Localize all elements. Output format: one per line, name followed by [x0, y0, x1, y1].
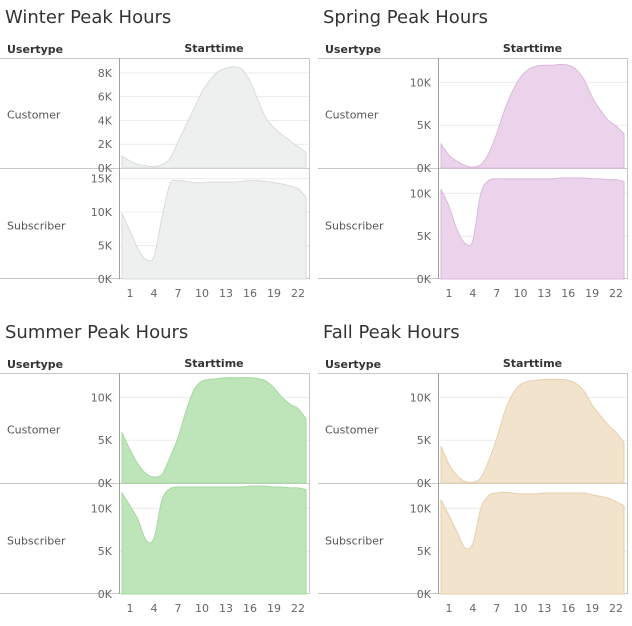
y-tick-label: 10K — [410, 391, 432, 404]
x-tick-label: 7 — [493, 287, 500, 300]
y-tick-label: 0K — [98, 273, 113, 286]
usertype-label: Subscriber — [7, 535, 66, 548]
y-tick-label: 5K — [417, 545, 432, 558]
x-tick-label: 4 — [469, 287, 476, 300]
y-tick-label: 5K — [417, 119, 432, 132]
starttime-header: Starttime — [503, 42, 562, 55]
y-tick-label: 5K — [417, 230, 432, 243]
x-tick-label: 19 — [267, 287, 281, 300]
usertype-label: Subscriber — [325, 220, 384, 233]
chart-panel: Winter Peak Hours Usertype Starttime Custom… — [0, 7, 310, 300]
x-tick-label: 10 — [514, 602, 528, 615]
x-tick-label: 16 — [243, 602, 257, 615]
y-tick-label: 0K — [98, 162, 113, 175]
x-tick-label: 10 — [195, 602, 209, 615]
chart-title: Fall Peak Hours — [323, 322, 460, 343]
x-tick-label: 1 — [127, 287, 134, 300]
y-tick-label: 0K — [417, 588, 432, 601]
x-tick-label: 13 — [537, 602, 551, 615]
y-tick-label: 8K — [98, 67, 113, 80]
x-tick-label: 1 — [127, 602, 134, 615]
area-customer — [121, 377, 307, 484]
area-subscriber — [440, 177, 625, 280]
y-tick-label: 5K — [98, 434, 113, 447]
usertype-label: Customer — [325, 109, 379, 122]
y-tick-label: 10K — [410, 502, 432, 515]
chart-title: Spring Peak Hours — [323, 7, 488, 28]
y-tick-label: 4K — [98, 114, 113, 127]
usertype-label: Customer — [7, 424, 61, 437]
starttime-header: Starttime — [503, 357, 562, 370]
x-tick-label: 4 — [151, 602, 158, 615]
x-tick-label: 7 — [175, 602, 182, 615]
y-tick-label: 15K — [91, 173, 113, 186]
x-tick-label: 7 — [175, 287, 182, 300]
x-tick-label: 10 — [514, 287, 528, 300]
usertype-header: Usertype — [325, 358, 381, 371]
y-tick-label: 0K — [417, 273, 432, 286]
x-tick-label: 22 — [291, 287, 305, 300]
x-tick-label: 16 — [561, 602, 575, 615]
y-tick-label: 10K — [410, 187, 432, 200]
x-tick-label: 13 — [537, 287, 551, 300]
x-tick-label: 13 — [219, 602, 233, 615]
y-tick-label: 10K — [91, 391, 113, 404]
chart-title: Winter Peak Hours — [5, 7, 171, 28]
y-tick-label: 0K — [417, 477, 432, 490]
x-tick-label: 16 — [243, 287, 257, 300]
chart-title: Summer Peak Hours — [5, 322, 188, 343]
y-tick-label: 6K — [98, 91, 113, 104]
x-tick-label: 13 — [219, 287, 233, 300]
x-tick-label: 22 — [609, 602, 623, 615]
x-tick-label: 4 — [469, 602, 476, 615]
y-tick-label: 0K — [98, 477, 113, 490]
x-tick-label: 19 — [585, 287, 599, 300]
x-tick-label: 16 — [561, 287, 575, 300]
y-tick-label: 10K — [91, 206, 113, 219]
y-tick-label: 0K — [98, 588, 113, 601]
x-tick-label: 10 — [195, 287, 209, 300]
area-subscriber — [440, 491, 625, 595]
y-tick-label: 2K — [98, 138, 113, 151]
y-tick-label: 5K — [98, 240, 113, 253]
area-subscriber — [121, 485, 307, 595]
starttime-header: Starttime — [184, 357, 243, 370]
starttime-header: Starttime — [184, 42, 243, 55]
usertype-label: Subscriber — [325, 535, 384, 548]
x-tick-label: 22 — [291, 602, 305, 615]
usertype-label: Customer — [7, 109, 61, 122]
area-customer — [440, 378, 625, 484]
y-tick-label: 5K — [98, 545, 113, 558]
y-tick-label: 10K — [91, 502, 113, 515]
area-subscriber — [121, 179, 307, 280]
usertype-header: Usertype — [325, 43, 381, 56]
usertype-header: Usertype — [7, 358, 63, 371]
chart-panel: Fall Peak Hours Usertype Starttime Customer… — [318, 322, 628, 615]
x-tick-label: 22 — [609, 287, 623, 300]
x-tick-label: 7 — [493, 602, 500, 615]
usertype-label: Subscriber — [7, 220, 66, 233]
area-customer — [121, 66, 307, 169]
x-tick-label: 19 — [267, 602, 281, 615]
x-tick-label: 4 — [151, 287, 158, 300]
chart-panel: Summer Peak Hours Usertype Starttime Custom… — [0, 322, 310, 615]
x-tick-label: 1 — [445, 602, 452, 615]
y-tick-label: 5K — [417, 434, 432, 447]
x-tick-label: 19 — [585, 602, 599, 615]
usertype-label: Customer — [325, 424, 379, 437]
area-customer — [440, 63, 625, 169]
y-tick-label: 10K — [410, 76, 432, 89]
usertype-header: Usertype — [7, 43, 63, 56]
chart-panel: Spring Peak Hours Usertype Starttime Custom… — [318, 7, 628, 300]
y-tick-label: 0K — [417, 162, 432, 175]
x-tick-label: 1 — [445, 287, 452, 300]
